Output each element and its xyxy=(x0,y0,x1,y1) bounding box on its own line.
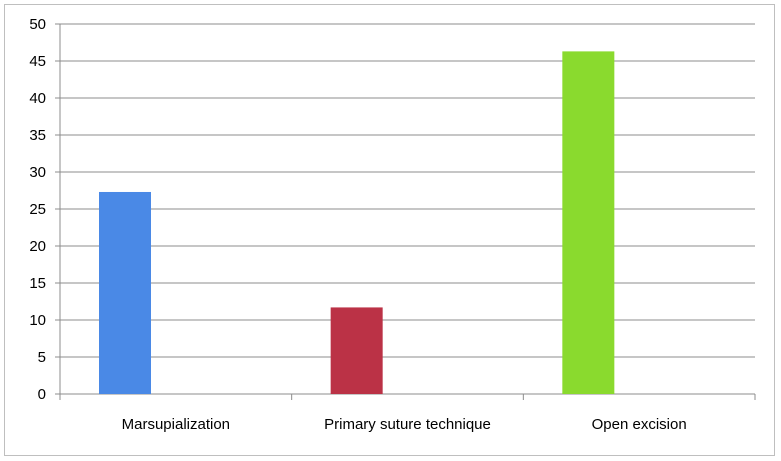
y-tick-label-20: 20 xyxy=(29,238,46,255)
y-tick-label-50: 50 xyxy=(29,16,46,33)
x-tick-label-1: Primary suture technique xyxy=(324,416,491,433)
y-tick-label-15: 15 xyxy=(29,275,46,292)
y-tick-label-0: 0 xyxy=(38,386,46,403)
bar-open-excision xyxy=(562,51,615,394)
y-tick-label-10: 10 xyxy=(29,312,46,329)
y-tick-label-35: 35 xyxy=(29,127,46,144)
y-tick-label-5: 5 xyxy=(38,349,46,366)
y-tick-label-40: 40 xyxy=(29,90,46,107)
y-tick-label-30: 30 xyxy=(29,164,46,181)
y-tick-label-25: 25 xyxy=(29,201,46,218)
x-tick-label-0: Marsupialization xyxy=(122,416,230,433)
y-tick-label-45: 45 xyxy=(29,53,46,70)
bar-primary-suture-technique xyxy=(330,307,383,394)
x-tick-label-2: Open excision xyxy=(592,416,687,433)
bar-marsupialization xyxy=(99,191,151,394)
